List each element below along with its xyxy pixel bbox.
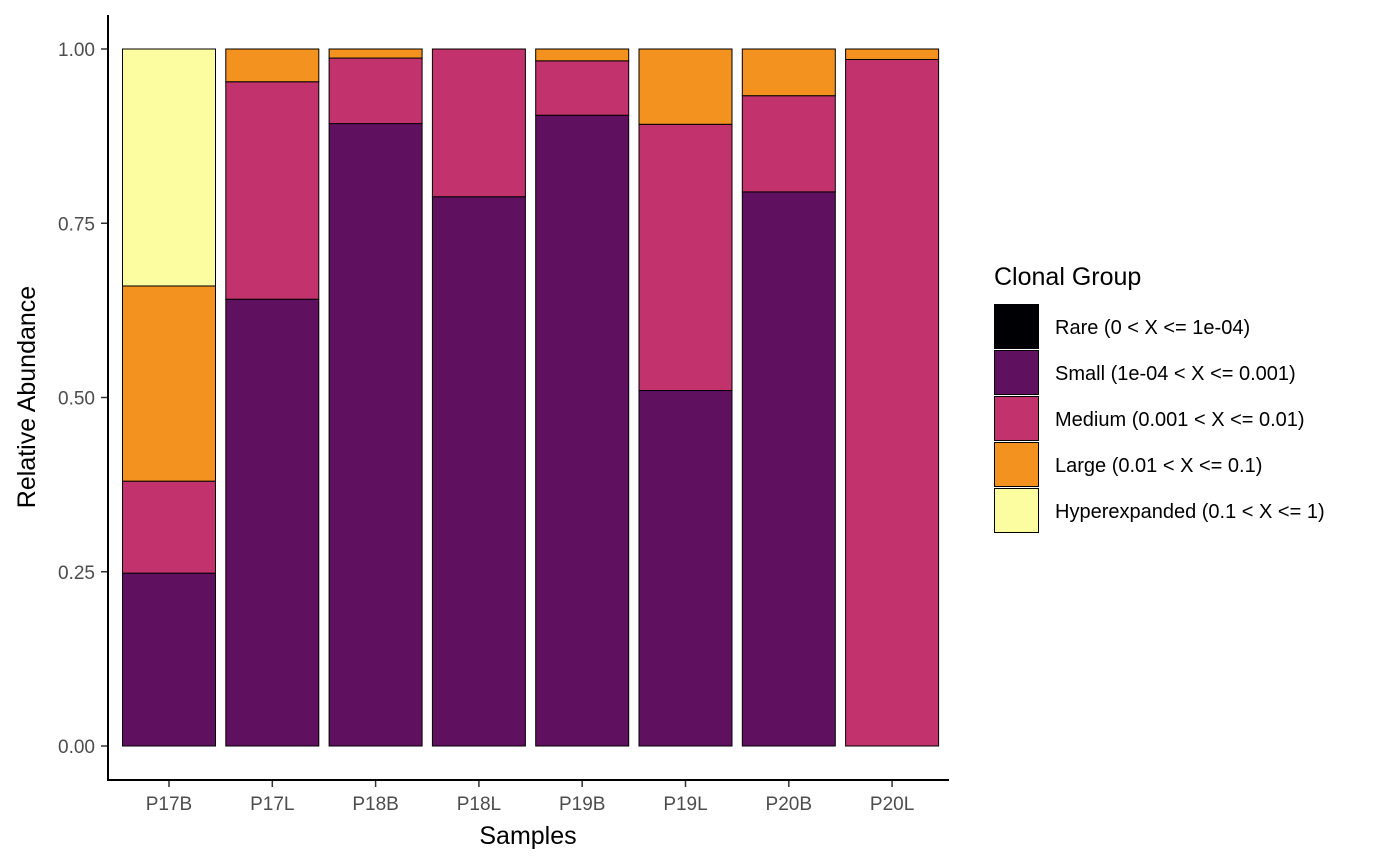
- legend-title: Clonal Group: [994, 263, 1141, 291]
- legend-label: Hyperexpanded (0.1 < X <= 1): [1055, 501, 1325, 523]
- legend-items: Rare (0 < X <= 1e-04) Small (1e-04 < X <=…: [994, 304, 1325, 533]
- y-axis-title: Relative Abundance: [13, 286, 41, 508]
- bar-segment-p19l-2: [638, 123, 733, 392]
- legend-label: Small (1e-04 < X <= 0.001): [1055, 363, 1296, 385]
- y-tick-label: 0.00: [58, 737, 95, 758]
- bars-layer: [122, 48, 940, 747]
- bar-segment-p17b-1: [122, 572, 216, 747]
- bar-segment-p17b-3: [122, 285, 216, 482]
- bar-segment-p18b-3: [328, 48, 423, 59]
- bar-segment-p18b-1: [328, 123, 423, 747]
- y-axis-ticks: 0.00 0.25 0.50 0.75 1.00: [58, 40, 107, 758]
- bar-segment-p19b-3: [535, 48, 630, 62]
- legend-swatch: [994, 304, 1039, 349]
- x-axis-ticks: P17B P17L P18B P18L P19B P19L P20B P20L: [146, 781, 914, 815]
- bar-segment-p17l-2: [225, 81, 320, 300]
- legend-swatch: [994, 442, 1039, 487]
- x-tick-label: P20B: [766, 794, 812, 815]
- x-tick-label: P19L: [663, 794, 707, 815]
- bar-segment-p20b-1: [741, 191, 836, 747]
- y-tick-label: 1.00: [58, 40, 95, 61]
- bar-segment-p17l-3: [225, 48, 320, 83]
- bar-segment-p20b-3: [741, 48, 836, 97]
- bar-segment-p20l-3: [845, 48, 940, 60]
- bar-segment-p18l-1: [431, 196, 526, 747]
- bar-segment-p19b-2: [535, 60, 630, 116]
- y-tick-label: 0.50: [58, 389, 95, 410]
- bar-segment-p20b-2: [741, 95, 836, 193]
- x-tick-label: P18B: [352, 794, 398, 815]
- y-tick-label: 0.25: [58, 563, 95, 584]
- bar-segment-p20l-2: [845, 58, 940, 747]
- legend-label: Rare (0 < X <= 1e-04): [1055, 317, 1250, 339]
- legend-label: Large (0.01 < X <= 0.1): [1055, 455, 1262, 477]
- x-axis-title: Samples: [479, 822, 576, 850]
- y-tick-label: 0.75: [58, 214, 95, 235]
- legend-swatch: [994, 350, 1039, 395]
- bar-segment-p18l-2: [431, 48, 526, 198]
- legend-label: Medium (0.001 < X <= 0.01): [1055, 409, 1305, 431]
- legend-swatch: [994, 488, 1039, 533]
- bar-segment-p19l-1: [638, 390, 733, 747]
- x-tick-label: P20L: [870, 794, 914, 815]
- x-tick-label: P17L: [250, 794, 294, 815]
- bar-segment-p17l-1: [225, 298, 320, 747]
- bar-segment-p17b-4: [122, 48, 216, 287]
- bar-segment-p19l-3: [638, 48, 733, 125]
- x-tick-label: P19B: [559, 794, 605, 815]
- x-tick-label: P18L: [457, 794, 501, 815]
- bar-segment-p18b-2: [328, 57, 423, 125]
- bar-segment-p19b-1: [535, 114, 630, 747]
- legend-swatch: [994, 396, 1039, 441]
- x-tick-label: P17B: [146, 794, 192, 815]
- bar-segment-p17b-2: [122, 480, 216, 574]
- legend: Clonal Group Rare (0 < X <= 1e-04) Small …: [994, 263, 1325, 533]
